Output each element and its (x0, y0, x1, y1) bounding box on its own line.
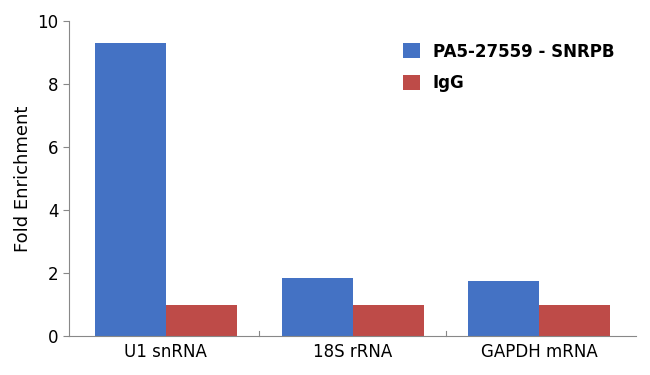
Bar (540, 304, 610, 336)
Bar (281, 278, 352, 336)
Legend: PA5-27559 - SNRPB, IgG: PA5-27559 - SNRPB, IgG (389, 29, 628, 105)
Bar (166, 304, 237, 336)
Bar (95, 43, 166, 336)
Y-axis label: Fold Enrichment: Fold Enrichment (14, 105, 32, 252)
Bar (352, 304, 424, 336)
Bar (469, 281, 540, 336)
